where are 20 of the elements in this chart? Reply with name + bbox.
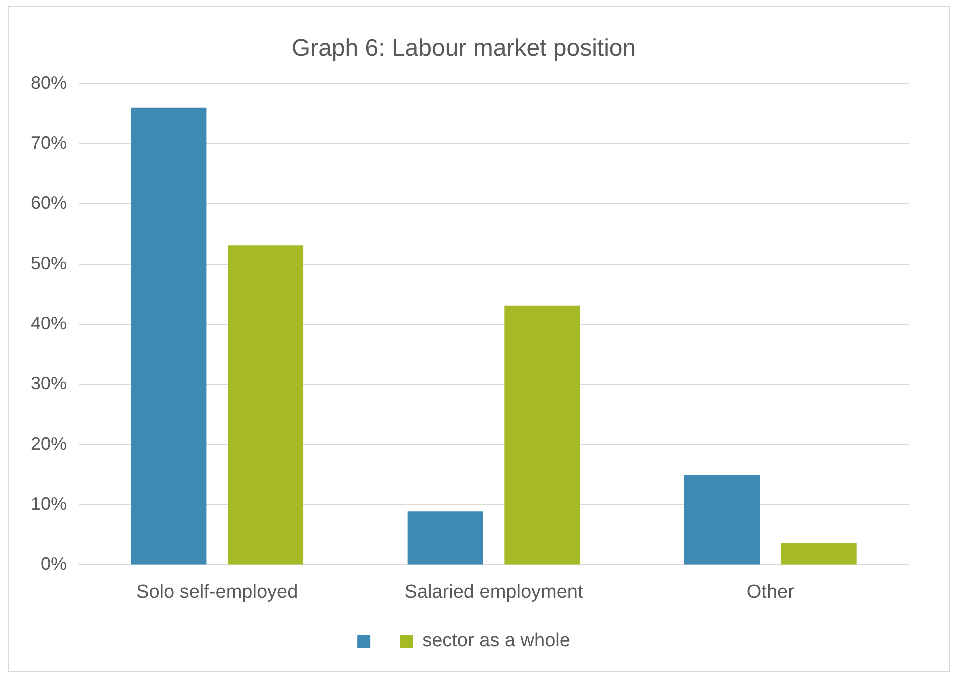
- y-tick-label: 0%: [41, 554, 68, 574]
- y-tick-label: 40%: [30, 313, 68, 334]
- y-tick-label: 80%: [30, 72, 68, 93]
- bar: [408, 512, 484, 565]
- x-tick-label: Salaried employment: [404, 582, 584, 603]
- y-tick-label: 10%: [30, 494, 68, 514]
- bar: [781, 544, 857, 565]
- y-tick-label: 70%: [30, 132, 68, 153]
- y-tick-label: 20%: [30, 434, 68, 454]
- y-tick-label: 50%: [30, 253, 68, 274]
- legend-label: sector as a whole: [422, 630, 570, 652]
- y-tick-label: 60%: [30, 193, 68, 214]
- bar: [228, 246, 304, 565]
- bar: [684, 474, 760, 565]
- x-tick-label: Solo self-employed: [136, 582, 298, 603]
- bar: [131, 108, 207, 565]
- chart-title: Graph 6: Labour market position: [292, 35, 636, 62]
- y-tick-label: 30%: [30, 374, 68, 394]
- bar: [504, 306, 580, 565]
- x-tick-label: Other: [746, 582, 796, 603]
